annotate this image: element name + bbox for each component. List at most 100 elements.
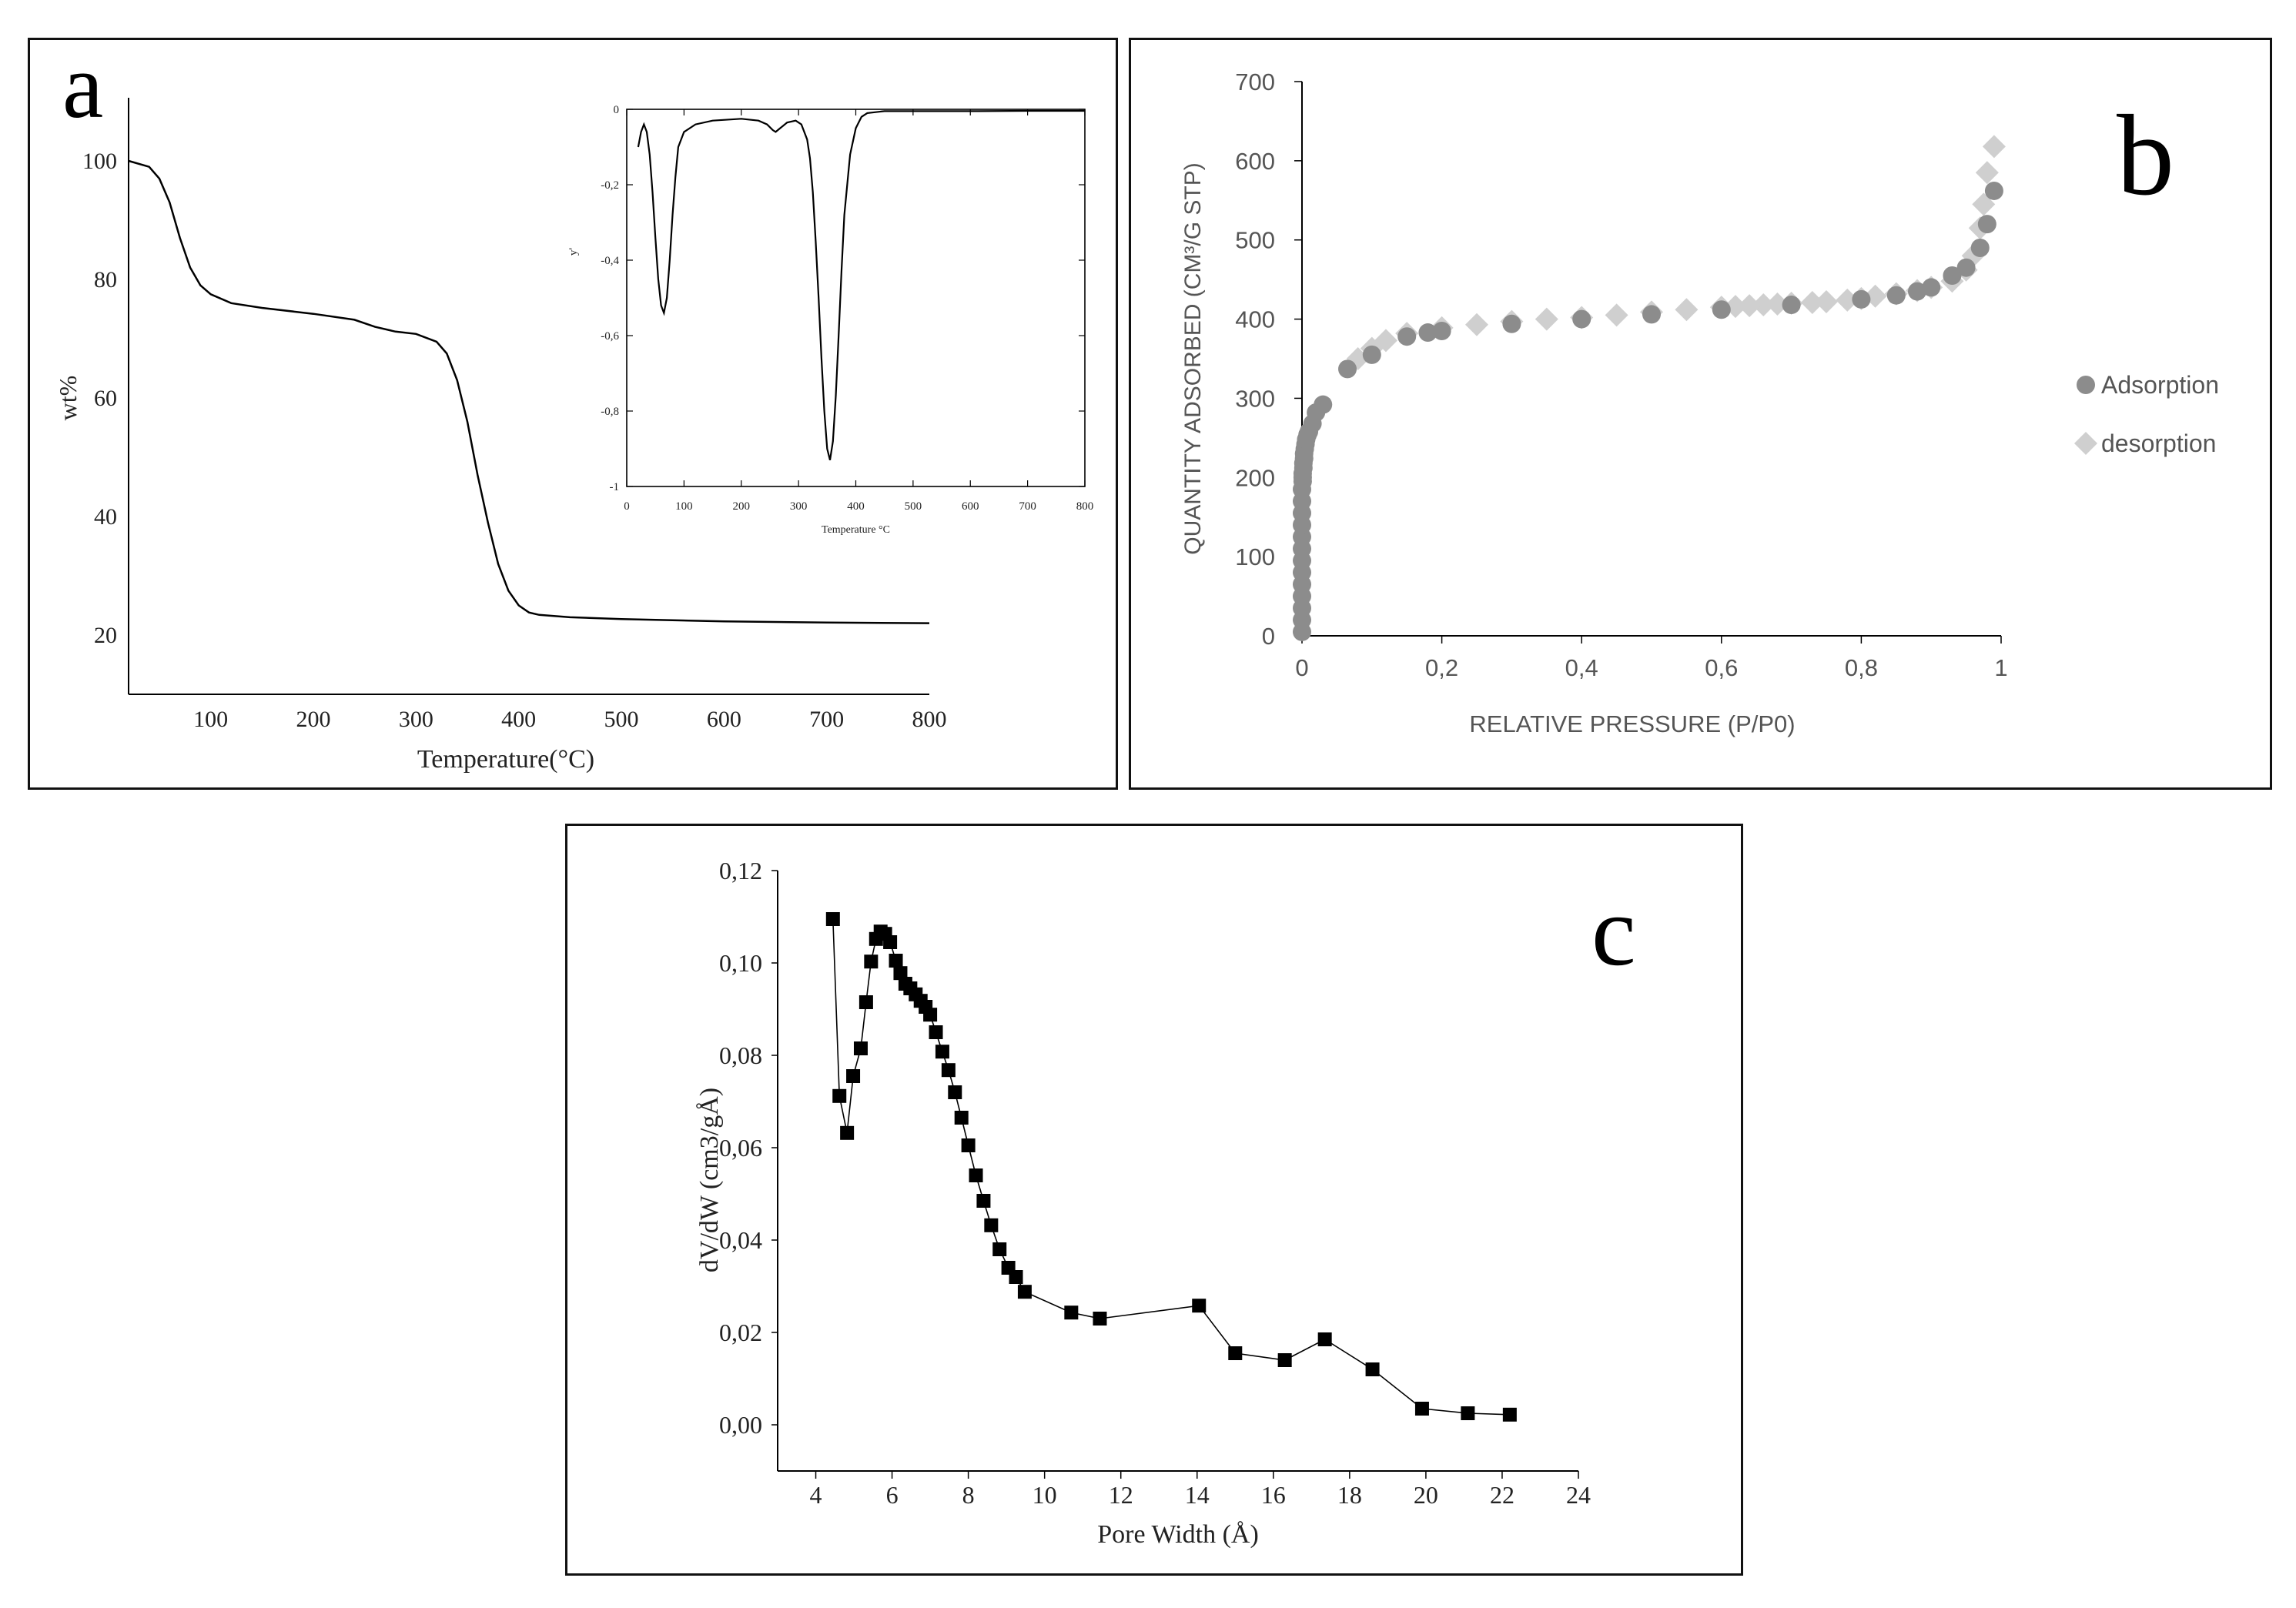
x-tick-label: 0,8 [1845, 654, 1878, 681]
inset-y-axis-label: y' [567, 248, 580, 256]
pore-data-point [1017, 1285, 1032, 1299]
x-tick-label: 300 [399, 707, 433, 732]
adsorption-point [1970, 239, 1990, 257]
pore-data-point [893, 966, 908, 981]
pore-data-point [935, 1045, 949, 1059]
inset-x-tick-label: 700 [1019, 500, 1036, 513]
x-tick-label: 20 [1414, 1481, 1438, 1509]
x-tick-label: 8 [962, 1481, 975, 1509]
adsorption-point [1922, 278, 1941, 297]
x-tick-label: 1 [1994, 654, 2007, 681]
adsorption-point [1642, 305, 1661, 324]
pore-data-point [846, 1069, 861, 1083]
pore-data-point [1365, 1362, 1380, 1376]
desorption-point [1535, 307, 1558, 331]
y-tick-label: 100 [1235, 543, 1275, 570]
x-tick-label: 14 [1185, 1481, 1210, 1509]
x-axis-label: Temperature(°C) [417, 745, 594, 774]
x-tick-label: 100 [193, 707, 228, 732]
y-tick-label: 100 [82, 149, 117, 174]
panel-c: c 0,00 0,02 0,04 0,06 0,08 0,10 0,12 4 6 8 10 12 14 16… [565, 824, 1743, 1576]
adsorption-point [1886, 286, 1906, 305]
y-tick-label: 0,04 [719, 1226, 762, 1254]
desorption-point [1800, 290, 1824, 314]
pore-data-point [941, 1063, 956, 1078]
inset-y-tick-label: -0,4 [601, 255, 619, 267]
desorption-point [1723, 295, 1747, 319]
x-tick-label: 400 [501, 707, 536, 732]
desorption-point [1975, 161, 1999, 185]
pore-data-point [1502, 1407, 1517, 1422]
pore-data-point [992, 1242, 1007, 1256]
inset-y-tick-label: -0,2 [601, 179, 619, 192]
y-tick-label: 400 [1235, 306, 1275, 333]
y-tick-label: 80 [94, 267, 117, 293]
inset-x-tick-label: 100 [675, 500, 693, 513]
inset-frame [626, 109, 1086, 487]
legend-desorption-label: desorption [2101, 430, 2216, 457]
inset-x-tick-label: 600 [962, 500, 979, 513]
adsorption-point [1984, 181, 2003, 200]
panel-b: b 0 100 200 300 400 500 600 700 0 0,2 0,4 0,6 0,8 1 REL… [1129, 38, 2272, 790]
x-tick-label: 600 [707, 707, 741, 732]
legend-adsorption-label: Adsorption [2101, 371, 2219, 399]
pore-data-point [1228, 1346, 1243, 1360]
legend-desorption-marker [2074, 432, 2097, 455]
pore-data-point [1461, 1406, 1475, 1420]
adsorption-point [1852, 289, 1871, 309]
y-tick-label: 300 [1235, 385, 1275, 412]
y-axis-label: dV/dW (cm3/gÅ) [695, 1088, 724, 1272]
pore-data-point [923, 1008, 938, 1022]
x-tick-label: 24 [1566, 1481, 1591, 1509]
pore-data-point [1317, 1332, 1332, 1346]
desorption-point [1982, 135, 2006, 159]
x-tick-label: 18 [1337, 1481, 1362, 1509]
adsorption-point [1712, 300, 1731, 319]
y-tick-label: 200 [1235, 464, 1275, 491]
y-tick-label: 0,00 [719, 1411, 762, 1439]
adsorption-point [1338, 359, 1357, 379]
inset-y-tick-label: -0,6 [601, 330, 619, 343]
x-tick-label: 22 [1490, 1481, 1514, 1509]
x-axis-label: RELATIVE PRESSURE (P/P0) [1469, 710, 1795, 737]
adsorption-point [1572, 309, 1591, 329]
x-tick-label: 6 [886, 1481, 899, 1509]
desorption-point [1374, 329, 1397, 353]
desorption-point [1752, 293, 1776, 317]
inset-x-tick-label: 200 [733, 500, 751, 513]
inset-x-tick-label: 400 [847, 500, 865, 513]
inset-x-tick-label: 500 [905, 500, 922, 513]
x-tick-label: 700 [809, 707, 844, 732]
y-tick-label: 0,02 [719, 1319, 762, 1346]
pore-data-point [883, 935, 898, 949]
y-tick-label: 40 [94, 504, 117, 530]
desorption-point [1465, 313, 1488, 336]
x-tick-label: 0,2 [1425, 654, 1458, 681]
pore-series-line [832, 918, 1510, 1416]
desorption-point [1605, 303, 1628, 327]
desorption-point [1766, 293, 1789, 316]
inset-x-tick-label: 800 [1076, 500, 1094, 513]
adsorption-point [1502, 314, 1521, 333]
pore-data-point [889, 954, 903, 968]
pore-data-point [864, 954, 879, 969]
y-axis-label: wt% [54, 376, 82, 421]
desorption-point [1815, 289, 1838, 313]
pore-data-point [1414, 1402, 1429, 1416]
x-tick-label: 800 [912, 707, 947, 732]
adsorption-point [1977, 215, 1996, 234]
y-axis-label: QUANTITY ADSORBED (CM³/G STP) [1180, 162, 1206, 555]
x-tick-label: 200 [296, 707, 331, 732]
inset-y-tick-label: 0 [614, 104, 620, 116]
panel-a: a 20 40 60 80 100 100 200 300 400 500 600 700 800 Temp… [28, 38, 1118, 790]
pore-data-point [976, 1194, 991, 1208]
pore-data-point [961, 1138, 976, 1152]
desorption-point [1836, 288, 1859, 312]
inset-y-tick-label: -1 [610, 481, 620, 493]
y-tick-label: 0,12 [719, 857, 762, 884]
pore-data-point [1093, 1312, 1107, 1326]
adsorption-point [1418, 323, 1438, 343]
adsorption-point [1397, 327, 1417, 346]
pore-data-point [1192, 1299, 1207, 1313]
y-tick-label: 0,06 [719, 1134, 762, 1162]
